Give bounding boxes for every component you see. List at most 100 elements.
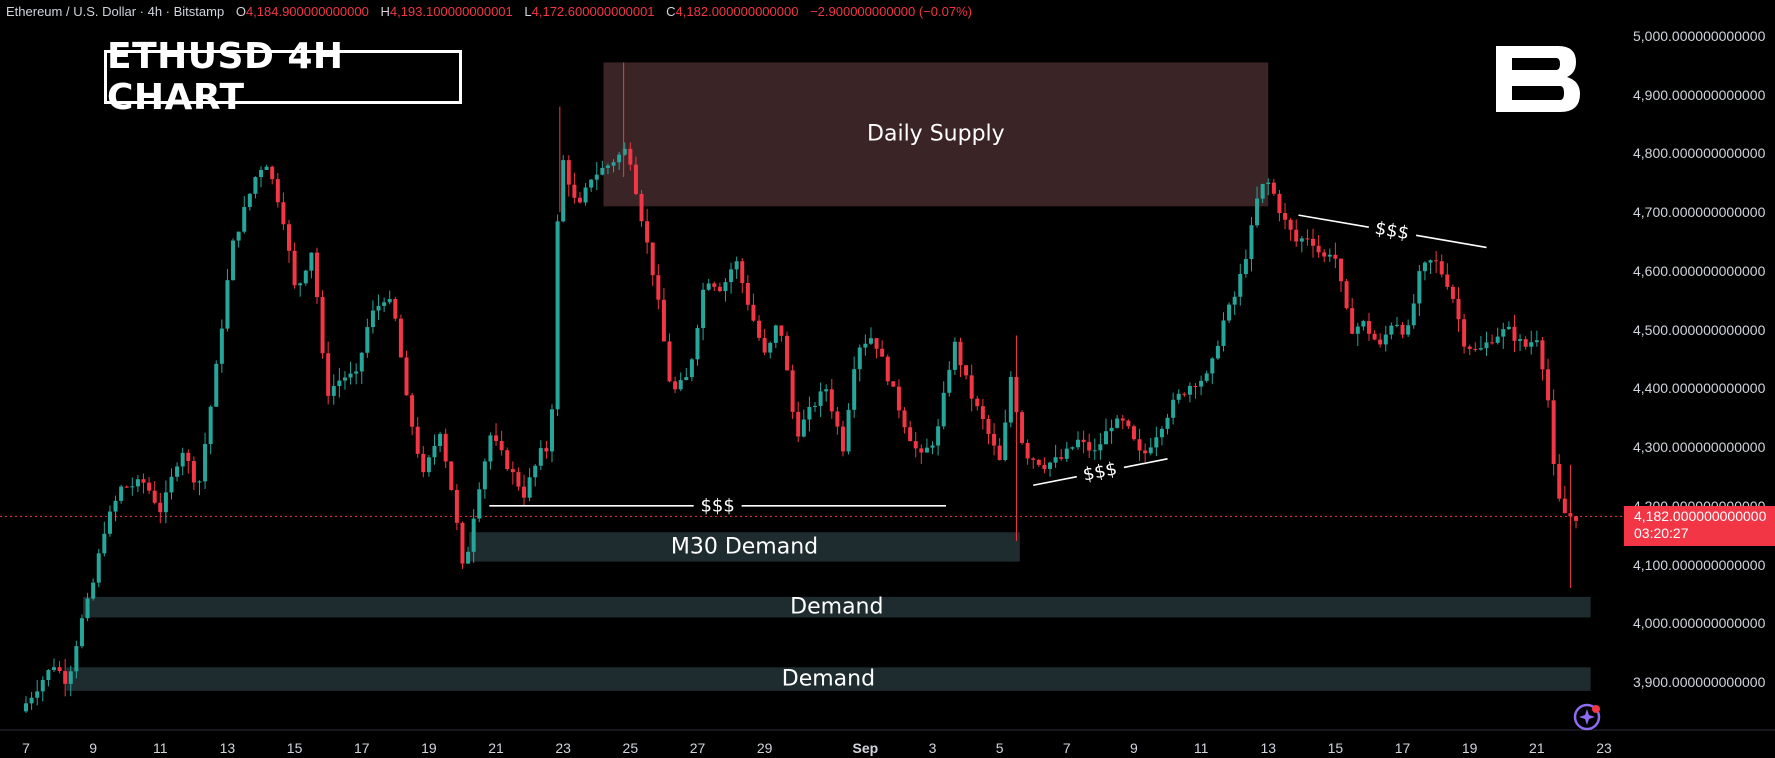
candle-body [303, 270, 308, 284]
price-tick: 4,600.000000000000 [1633, 262, 1766, 279]
candle-body [1322, 252, 1327, 257]
candle-body [561, 160, 566, 222]
candle-body [57, 667, 62, 672]
candle-body [594, 174, 599, 180]
candle-body [191, 461, 196, 483]
candle-body [1266, 182, 1271, 185]
candle-body [1484, 342, 1489, 349]
candle-body [443, 433, 448, 462]
candle-body [1126, 420, 1131, 427]
candle-body [488, 435, 493, 462]
candle-body [376, 305, 381, 311]
candle-body [74, 646, 79, 672]
candle-body [964, 365, 969, 376]
time-tick: 5 [995, 740, 1004, 756]
candle-body [667, 341, 672, 382]
close-label: C [666, 4, 676, 19]
candle-body [236, 231, 241, 241]
candle-body [499, 441, 504, 451]
candle-body [1238, 273, 1243, 297]
candle-body [1512, 326, 1517, 341]
demand-label-lower: Demand [781, 666, 876, 692]
price-axis[interactable]: 5,000.000000000000 4,900.000000000000 4,80… [1630, 0, 1775, 730]
m30-demand-label: M30 Demand [670, 534, 819, 560]
candle-body [1115, 418, 1120, 428]
candle-body [505, 450, 510, 470]
candle-body [936, 426, 941, 446]
candle-body [1439, 261, 1444, 275]
candle-body [785, 335, 790, 371]
candle-body [63, 671, 68, 684]
candle-body [919, 448, 924, 453]
candle-body [958, 341, 963, 366]
candle-body [1076, 439, 1080, 448]
candle-body [880, 348, 885, 357]
candle-body [1243, 259, 1248, 274]
candle-body [840, 426, 845, 452]
price-tick: 4,400.000000000000 [1633, 380, 1766, 397]
candle-body [432, 446, 437, 458]
candle-body [712, 283, 717, 287]
candle-body [1277, 193, 1282, 214]
candle-body [214, 363, 219, 407]
candle-body [1221, 320, 1226, 346]
zone-2 [83, 596, 1591, 618]
candle-body [1305, 238, 1310, 240]
candle-body [947, 369, 952, 393]
time-tick: 13 [219, 740, 236, 756]
candle-body [908, 427, 913, 442]
candle-body [1137, 439, 1142, 451]
price-tick: 4,100.000000000000 [1633, 556, 1766, 573]
candle-body [628, 148, 633, 165]
price-tick: 4,500.000000000000 [1633, 321, 1766, 338]
candle-body [1540, 340, 1545, 370]
price-tick: 3,900.000000000000 [1633, 674, 1766, 690]
liquidity-label-lows: $$$ [700, 495, 735, 517]
candle-body [449, 461, 454, 490]
candle-body [661, 299, 666, 342]
candle-body [902, 410, 907, 428]
candle-body [298, 283, 303, 286]
candle-body [404, 357, 409, 396]
candle-body [913, 441, 918, 449]
zone-1 [469, 532, 1020, 562]
candle-body [857, 347, 862, 370]
candle-body [891, 381, 896, 387]
candle-body [1411, 303, 1416, 326]
candle-body [538, 448, 543, 466]
candle-body [79, 618, 84, 647]
low-value: 4,172.600000000001 [531, 4, 655, 19]
candle-body [527, 477, 532, 498]
candle-body [1495, 336, 1500, 343]
candle-body [242, 207, 247, 232]
candle-body [757, 320, 762, 338]
candle-body [952, 341, 957, 370]
candle-body [438, 433, 443, 447]
liquidity-lines-layer [489, 214, 1487, 507]
sparkle-icon[interactable] [1570, 700, 1604, 734]
candle-body [102, 533, 107, 554]
price-tick: 4,800.000000000000 [1633, 145, 1766, 162]
candle-body [158, 502, 163, 513]
candle-body [1070, 447, 1075, 449]
candle-body [1193, 385, 1198, 387]
candle-body [1087, 442, 1092, 451]
open-value: 4,184.900000000000 [245, 4, 369, 19]
zone-0 [603, 62, 1269, 207]
candle-body [387, 299, 392, 303]
candle-body [813, 405, 817, 407]
low-label: L [524, 4, 532, 19]
candle-body [639, 193, 644, 222]
candle-body [605, 165, 610, 168]
candle-body [1025, 442, 1030, 459]
candle-body [1406, 325, 1411, 335]
candle-body [1131, 426, 1136, 440]
candle-body [1182, 393, 1187, 395]
candle-body [1199, 380, 1204, 387]
chart-title: ETHUSD 4H CHART [104, 36, 462, 118]
candle-body [1210, 358, 1215, 374]
candle-body [1389, 325, 1394, 335]
candle-body [617, 154, 622, 163]
time-tick: 17 [353, 740, 370, 756]
